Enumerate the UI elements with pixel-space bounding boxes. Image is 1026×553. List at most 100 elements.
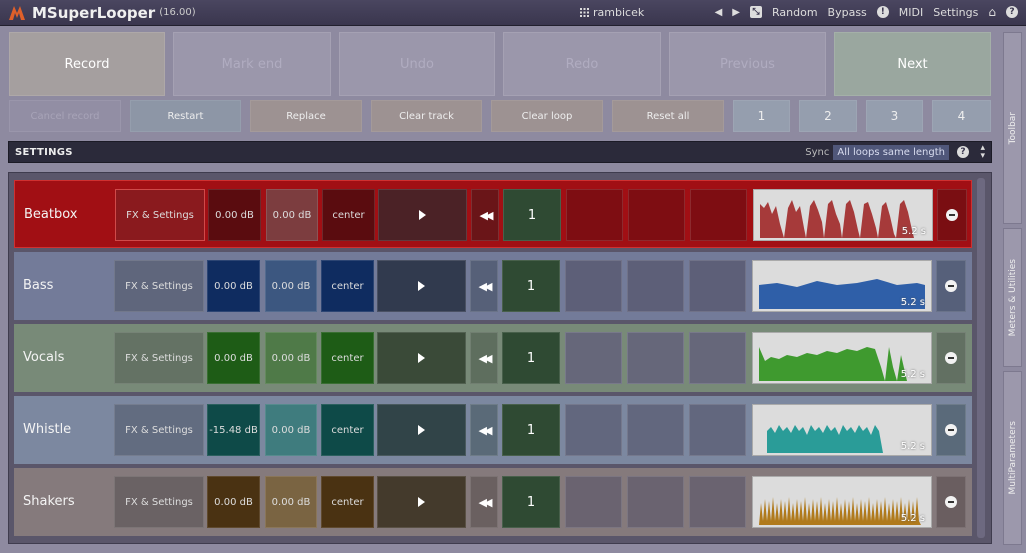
pan-knob[interactable]: center bbox=[321, 476, 374, 528]
loop-slot-1[interactable]: 1 bbox=[502, 260, 560, 312]
preset-selector[interactable]: rambicek bbox=[580, 6, 644, 19]
replace-button[interactable]: Replace bbox=[250, 100, 362, 132]
pan-knob[interactable]: center bbox=[321, 404, 374, 456]
tab-toolbar[interactable]: Toolbar bbox=[1003, 32, 1022, 224]
fx-settings-button[interactable]: FX & Settings bbox=[114, 476, 204, 528]
clear-loop-button[interactable]: Clear loop bbox=[491, 100, 603, 132]
loop-slot-3[interactable] bbox=[627, 404, 684, 456]
loop-slot-1[interactable]: 1 bbox=[502, 404, 560, 456]
midi-button[interactable]: MIDI bbox=[898, 5, 924, 19]
play-icon bbox=[418, 425, 425, 435]
help-icon[interactable]: ? bbox=[1006, 6, 1018, 18]
home-icon[interactable]: ⌂ bbox=[988, 5, 996, 19]
loop-slot-2[interactable] bbox=[566, 189, 623, 241]
volume-knob-1[interactable]: 0.00 dB bbox=[207, 332, 260, 384]
loop-slot-4[interactable] bbox=[689, 260, 746, 312]
fx-settings-button[interactable]: FX & Settings bbox=[115, 189, 205, 241]
waveform-display[interactable]: 5.2 s bbox=[753, 189, 933, 241]
tab-meters-utilities[interactable]: Meters & Utilities bbox=[1003, 228, 1022, 367]
undo-button[interactable]: Undo bbox=[339, 32, 495, 96]
remove-track-button[interactable] bbox=[936, 476, 966, 528]
bypass-button[interactable]: Bypass bbox=[827, 5, 867, 19]
rewind-button[interactable]: ◀◀ bbox=[471, 189, 499, 241]
volume-knob-2[interactable]: 0.00 dB bbox=[266, 189, 318, 241]
waveform-display[interactable]: 5.2 s bbox=[752, 476, 932, 528]
volume-knob-1[interactable]: 0.00 dB bbox=[207, 476, 260, 528]
play-button[interactable] bbox=[377, 404, 466, 456]
loop-slot-2[interactable] bbox=[565, 476, 622, 528]
remove-track-button[interactable] bbox=[937, 189, 967, 241]
volume-knob-2[interactable]: 0.00 dB bbox=[265, 332, 317, 384]
waveform-display[interactable]: 5.2 s bbox=[752, 260, 932, 312]
loop-slot-4[interactable] bbox=[689, 476, 746, 528]
mark-end-button[interactable]: Mark end bbox=[173, 32, 331, 96]
rewind-button[interactable]: ◀◀ bbox=[470, 404, 498, 456]
random-button[interactable]: Random bbox=[772, 5, 818, 19]
loop-2-button[interactable]: 2 bbox=[799, 100, 857, 132]
pan-knob[interactable]: center bbox=[321, 260, 374, 312]
cancel-record-button[interactable]: Cancel record bbox=[9, 100, 121, 132]
waveform-display[interactable]: 5.2 s bbox=[752, 404, 932, 456]
previous-button[interactable]: Previous bbox=[669, 32, 826, 96]
track-name: Shakers bbox=[23, 494, 75, 509]
loop-slot-2[interactable] bbox=[565, 332, 622, 384]
volume-knob-1[interactable]: 0.00 dB bbox=[208, 189, 261, 241]
tab-multiparameters[interactable]: MultiParameters bbox=[1003, 371, 1022, 545]
settings-help-icon[interactable]: ? bbox=[957, 146, 969, 158]
settings-button[interactable]: Settings bbox=[933, 5, 979, 19]
loop-slot-1[interactable]: 1 bbox=[502, 332, 560, 384]
loop-4-button[interactable]: 4 bbox=[932, 100, 991, 132]
play-button[interactable] bbox=[377, 260, 466, 312]
next-button[interactable]: Next bbox=[834, 32, 991, 96]
loop-1-button[interactable]: 1 bbox=[733, 100, 790, 132]
loop-slot-3[interactable] bbox=[627, 260, 684, 312]
loop-slot-1[interactable]: 1 bbox=[503, 189, 561, 241]
volume-knob-2[interactable]: 0.00 dB bbox=[265, 476, 317, 528]
loop-slot-2[interactable] bbox=[565, 404, 622, 456]
volume-knob-1[interactable]: -15.48 dB bbox=[207, 404, 260, 456]
fx-settings-button[interactable]: FX & Settings bbox=[114, 332, 204, 384]
loop-slot-1[interactable]: 1 bbox=[502, 476, 560, 528]
rewind-button[interactable]: ◀◀ bbox=[470, 476, 498, 528]
volume-knob-2[interactable]: 0.00 dB bbox=[265, 404, 317, 456]
volume-knob-2[interactable]: 0.00 dB bbox=[265, 260, 317, 312]
loop-slot-3[interactable] bbox=[627, 332, 684, 384]
record-button[interactable]: Record bbox=[9, 32, 165, 96]
loop-duration: 5.2 s bbox=[901, 226, 926, 237]
remove-track-button[interactable] bbox=[936, 260, 966, 312]
loop-slot-3[interactable] bbox=[628, 189, 685, 241]
settings-bar[interactable]: SETTINGS Sync All loops same length ? ▴ ▾ bbox=[8, 141, 992, 163]
next-preset-icon[interactable]: ▶ bbox=[732, 6, 740, 18]
loop-3-button[interactable]: 3 bbox=[866, 100, 923, 132]
expand-collapse-icon[interactable]: ▴ ▾ bbox=[980, 143, 985, 161]
pan-knob[interactable]: center bbox=[321, 332, 374, 384]
play-button[interactable] bbox=[377, 332, 466, 384]
loop-slot-4[interactable] bbox=[690, 189, 747, 241]
fx-settings-button[interactable]: FX & Settings bbox=[114, 404, 204, 456]
sync-dropdown[interactable]: All loops same length bbox=[833, 145, 949, 160]
shrink-icon[interactable]: ⤡ bbox=[750, 6, 762, 18]
loop-slot-3[interactable] bbox=[627, 476, 684, 528]
clear-track-button[interactable]: Clear track bbox=[371, 100, 482, 132]
loop-slot-4[interactable] bbox=[689, 332, 746, 384]
play-button[interactable] bbox=[377, 476, 466, 528]
info-icon[interactable]: ! bbox=[876, 6, 889, 18]
prev-preset-icon[interactable]: ◀ bbox=[714, 6, 723, 18]
minus-icon bbox=[945, 280, 957, 292]
fx-settings-button[interactable]: FX & Settings bbox=[114, 260, 204, 312]
tracks-scrollbar[interactable] bbox=[977, 178, 985, 538]
rewind-button[interactable]: ◀◀ bbox=[470, 332, 498, 384]
rewind-button[interactable]: ◀◀ bbox=[470, 260, 498, 312]
volume-knob-1[interactable]: 0.00 dB bbox=[207, 260, 260, 312]
remove-track-button[interactable] bbox=[936, 404, 966, 456]
restart-button[interactable]: Restart bbox=[130, 100, 241, 132]
remove-track-button[interactable] bbox=[936, 332, 966, 384]
pan-knob[interactable]: center bbox=[322, 189, 375, 241]
redo-button[interactable]: Redo bbox=[503, 32, 661, 96]
track-name: Bass bbox=[23, 278, 54, 293]
waveform-display[interactable]: 5.2 s bbox=[752, 332, 932, 384]
play-button[interactable] bbox=[378, 189, 467, 241]
loop-slot-4[interactable] bbox=[689, 404, 746, 456]
reset-all-button[interactable]: Reset all bbox=[612, 100, 724, 132]
loop-slot-2[interactable] bbox=[565, 260, 622, 312]
